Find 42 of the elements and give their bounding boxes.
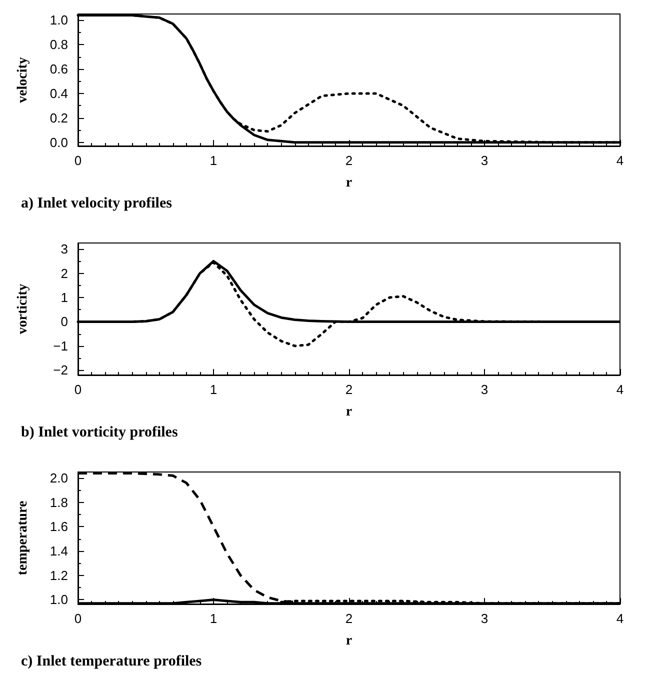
y-tick-label: 0 [60, 314, 68, 330]
x-tick-label: 0 [74, 611, 82, 626]
x-tick-label: 1 [210, 382, 218, 397]
x-axis-title: r [346, 176, 352, 190]
y-tick-label: 2.0 [50, 470, 68, 486]
x-tick-label: 4 [616, 153, 624, 168]
x-tick-label: 3 [480, 153, 488, 168]
x-axis-title: r [346, 634, 352, 648]
x-tick-label: 4 [616, 611, 624, 626]
y-tick-label: 1.8 [50, 494, 68, 510]
x-tick-label: 3 [480, 611, 488, 626]
y-tick-label: −1 [53, 338, 68, 354]
y-axis-title: temperature [16, 500, 30, 576]
y-axis-title: velocity [16, 57, 30, 103]
y-tick-label: 1 [60, 290, 68, 305]
x-tick-label: 1 [210, 611, 218, 626]
x-tick-label: 0 [74, 382, 82, 397]
y-tick-label: 1.4 [50, 544, 68, 559]
x-axis-title: r [346, 404, 352, 420]
y-axis-title: vorticity [16, 284, 30, 334]
y-tick-label: 1.0 [50, 12, 68, 28]
x-tick-label: 1 [210, 153, 218, 168]
x-tick-label: 0 [74, 153, 82, 168]
text: b) Inlet vorticity profiles [21, 424, 178, 440]
y-tick-label: −2 [53, 362, 68, 378]
x-tick-label: 2 [345, 611, 353, 626]
x-tick-label: 2 [345, 382, 353, 397]
y-tick-label: 0.6 [50, 62, 68, 76]
y-tick-label: 1.2 [50, 568, 68, 583]
y-tick-label: 0.0 [50, 134, 68, 150]
y-tick-label: 3 [60, 242, 68, 257]
y-tick-label: 0.2 [50, 110, 68, 126]
y-tick-label: 2 [60, 266, 68, 281]
text: a) Inlet velocity profiles [21, 196, 172, 212]
y-tick-label: 1.0 [50, 592, 68, 608]
x-tick-label: 4 [616, 382, 624, 397]
x-tick-label: 3 [480, 382, 488, 397]
y-tick-label: 1.6 [50, 519, 68, 534]
y-tick-label: 0.4 [50, 86, 68, 101]
text: c) Inlet temperature profiles [21, 654, 202, 670]
y-tick-label: 0.8 [50, 37, 68, 52]
x-tick-label: 2 [345, 153, 353, 168]
